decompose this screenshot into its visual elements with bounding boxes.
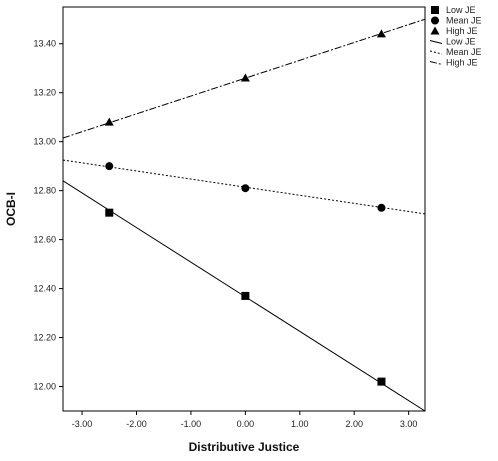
legend-line-low (429, 40, 443, 44)
data-point-mean (105, 162, 114, 171)
legend-line-mean (429, 50, 443, 55)
legend-line-high (429, 61, 443, 65)
legend-label: High JE (446, 58, 478, 68)
x-tick-label: -1.00 (181, 419, 202, 429)
legend-marker-high (430, 26, 440, 35)
y-tick-label: 13.00 (33, 137, 56, 147)
legend-label: High JE (446, 26, 478, 36)
data-point-low (377, 377, 386, 386)
x-axis-title: Distributive Justice (189, 440, 300, 454)
plot-frame (62, 6, 426, 412)
data-point-mean (377, 203, 386, 212)
y-tick-label: 12.00 (33, 382, 56, 392)
data-point-low (241, 291, 250, 300)
fit-line-mean (62, 159, 426, 215)
plot-area (62, 6, 426, 412)
y-axis: 12.00 12.20 12.40 12.60 12.80 13.00 13.20 13.40 (33, 39, 63, 392)
legend-label: Low JE (446, 5, 476, 15)
x-tick-label: 1.00 (291, 419, 309, 429)
data-point-low (105, 208, 114, 217)
x-tick-label: -3.00 (72, 419, 93, 429)
y-tick-label: 12.80 (33, 186, 56, 196)
y-tick-label: 13.20 (33, 88, 56, 98)
legend-marker-mean (431, 16, 439, 25)
y-tick-label: 12.60 (33, 235, 56, 245)
x-tick-label: 2.00 (345, 419, 363, 429)
data-point-high (104, 117, 114, 126)
legend-label: Low JE (446, 37, 476, 47)
legend-marker-low (431, 6, 439, 14)
y-tick-label: 13.40 (33, 39, 56, 49)
fit-line-high (62, 18, 426, 139)
data-point-high (376, 29, 386, 38)
legend-label: Mean JE (446, 16, 482, 26)
x-axis: -3.00 -2.00 -1.00 0.00 1.00 2.00 3.00 (72, 411, 418, 429)
y-axis-title: OCB-I (4, 192, 18, 226)
x-tick-label: -2.00 (126, 419, 147, 429)
x-tick-label: 0.00 (237, 419, 255, 429)
y-tick-label: 12.40 (33, 284, 56, 294)
y-tick-label: 12.20 (33, 333, 56, 343)
data-point-high (240, 73, 250, 82)
data-point-mean (241, 184, 250, 193)
legend-label: Mean JE (446, 47, 482, 57)
x-tick-label: 3.00 (400, 419, 418, 429)
